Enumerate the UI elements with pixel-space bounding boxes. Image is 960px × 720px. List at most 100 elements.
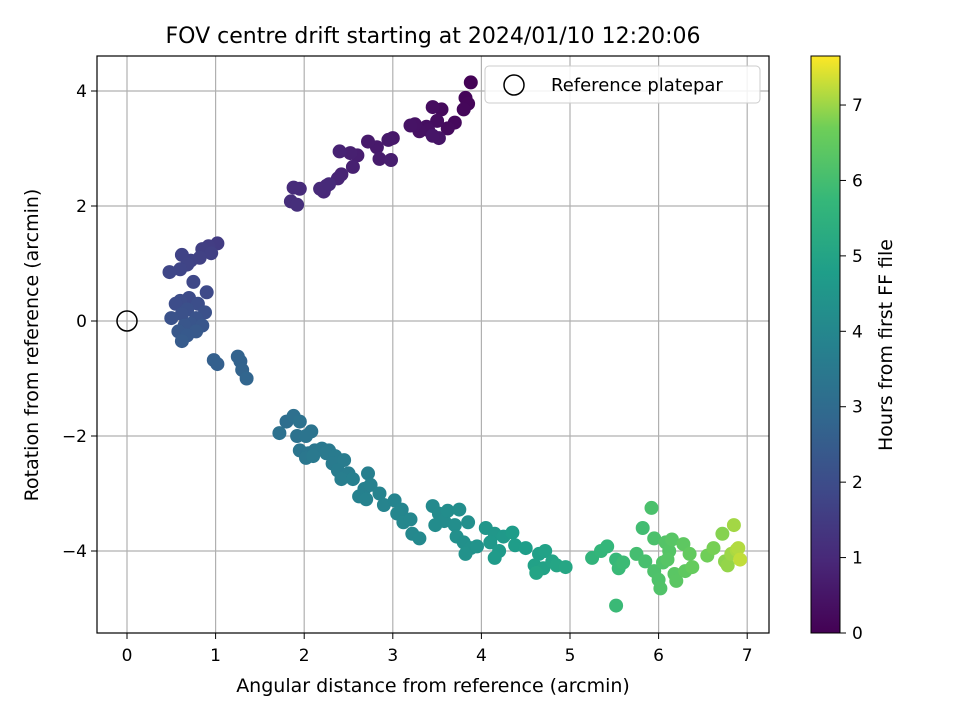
data-point — [164, 311, 179, 326]
chart-title: FOV centre drift starting at 2024/01/10 … — [166, 24, 701, 49]
data-point — [600, 539, 615, 554]
data-point — [239, 371, 254, 386]
data-point — [726, 518, 741, 533]
data-point — [529, 565, 544, 580]
y-tick-label: 0 — [76, 312, 87, 332]
data-point — [403, 118, 418, 133]
data-point — [720, 558, 735, 573]
colorbar-tick-label: 5 — [852, 247, 863, 267]
data-point — [487, 550, 502, 565]
x-tick-label: 4 — [476, 646, 487, 666]
data-point — [286, 180, 301, 195]
data-point — [463, 75, 478, 90]
data-point — [616, 555, 631, 570]
data-point — [458, 546, 473, 561]
legend-marker — [503, 74, 525, 96]
colorbar-ticks: 0 1 2 3 4 5 6 7 — [840, 96, 863, 644]
data-point — [412, 531, 427, 546]
data-point — [638, 554, 653, 569]
data-point — [343, 146, 358, 161]
data-point — [440, 121, 455, 136]
data-point — [653, 581, 668, 596]
data-point — [461, 515, 476, 530]
colorbar-tick-label: 1 — [852, 549, 863, 569]
plot-frame — [96, 55, 770, 634]
y-tick-label: 4 — [76, 82, 87, 102]
data-point — [174, 334, 189, 349]
data-point — [470, 539, 484, 554]
data-point — [518, 541, 533, 556]
data-point — [440, 503, 455, 518]
data-point — [186, 274, 201, 289]
legend-label: Reference platepar — [551, 75, 723, 96]
data-point — [483, 535, 498, 550]
data-point — [306, 449, 321, 464]
x-tick-label: 5 — [565, 646, 576, 666]
data-point — [359, 492, 374, 507]
data-point — [372, 151, 387, 166]
data-point — [715, 526, 730, 541]
colorbar-label: Hours from first FF file — [875, 239, 897, 451]
data-point — [452, 502, 467, 517]
data-point — [456, 102, 471, 117]
data-point — [508, 538, 523, 553]
data-point — [337, 453, 352, 468]
colorbar: 0 1 2 3 4 5 6 7 Hours from first FF file — [810, 55, 897, 644]
colorbar-tick-label: 3 — [852, 398, 863, 418]
colorbar-tick-label: 0 — [852, 624, 863, 644]
y-tick-label: 2 — [76, 197, 87, 217]
colorbar-gradient — [810, 55, 841, 634]
data-point — [299, 429, 313, 443]
data-point — [505, 525, 520, 540]
data-point — [174, 307, 189, 322]
data-point — [660, 552, 675, 567]
data-point — [430, 113, 445, 128]
data-point — [644, 500, 659, 515]
data-point — [447, 518, 462, 533]
x-axis-label: Angular distance from reference (arcmin) — [236, 675, 630, 697]
data-point — [403, 512, 418, 527]
data-points — [162, 75, 748, 613]
data-point — [332, 144, 347, 159]
data-point — [372, 486, 387, 501]
x-tick-label: 0 — [122, 646, 133, 666]
data-point — [731, 541, 746, 556]
data-point — [425, 128, 440, 143]
data-point — [345, 159, 360, 174]
data-point — [322, 177, 336, 192]
data-point — [685, 560, 700, 575]
data-point — [682, 546, 697, 561]
y-tick-label: −2 — [62, 427, 87, 447]
data-point — [345, 472, 360, 487]
colorbar-tick-label: 7 — [852, 96, 863, 116]
data-point — [168, 296, 183, 311]
data-point — [210, 357, 225, 372]
data-point — [538, 544, 553, 558]
data-point — [558, 560, 573, 575]
data-point — [363, 477, 378, 492]
data-point — [381, 132, 396, 147]
data-point — [425, 100, 440, 115]
data-point — [733, 552, 748, 567]
data-point — [384, 153, 398, 167]
legend-box — [484, 65, 761, 104]
data-point — [376, 498, 391, 512]
data-point — [664, 532, 679, 547]
data-point — [204, 246, 219, 261]
x-tick-label: 3 — [387, 646, 398, 666]
data-point — [635, 521, 650, 535]
colorbar-tick-label: 6 — [852, 171, 863, 191]
data-point — [428, 518, 443, 533]
data-point — [609, 598, 624, 613]
axis-ticks: 0 1 2 3 4 5 6 7 −4 −2 0 2 4 — [62, 82, 753, 666]
reference-marker — [116, 310, 138, 332]
x-tick-label: 2 — [299, 646, 310, 666]
x-tick-label: 6 — [653, 646, 664, 666]
colorbar-tick-label: 2 — [852, 473, 863, 493]
y-tick-label: −4 — [62, 542, 87, 562]
x-tick-label: 1 — [210, 646, 221, 666]
data-point — [272, 426, 287, 441]
data-point — [706, 541, 721, 556]
data-point — [290, 197, 305, 212]
